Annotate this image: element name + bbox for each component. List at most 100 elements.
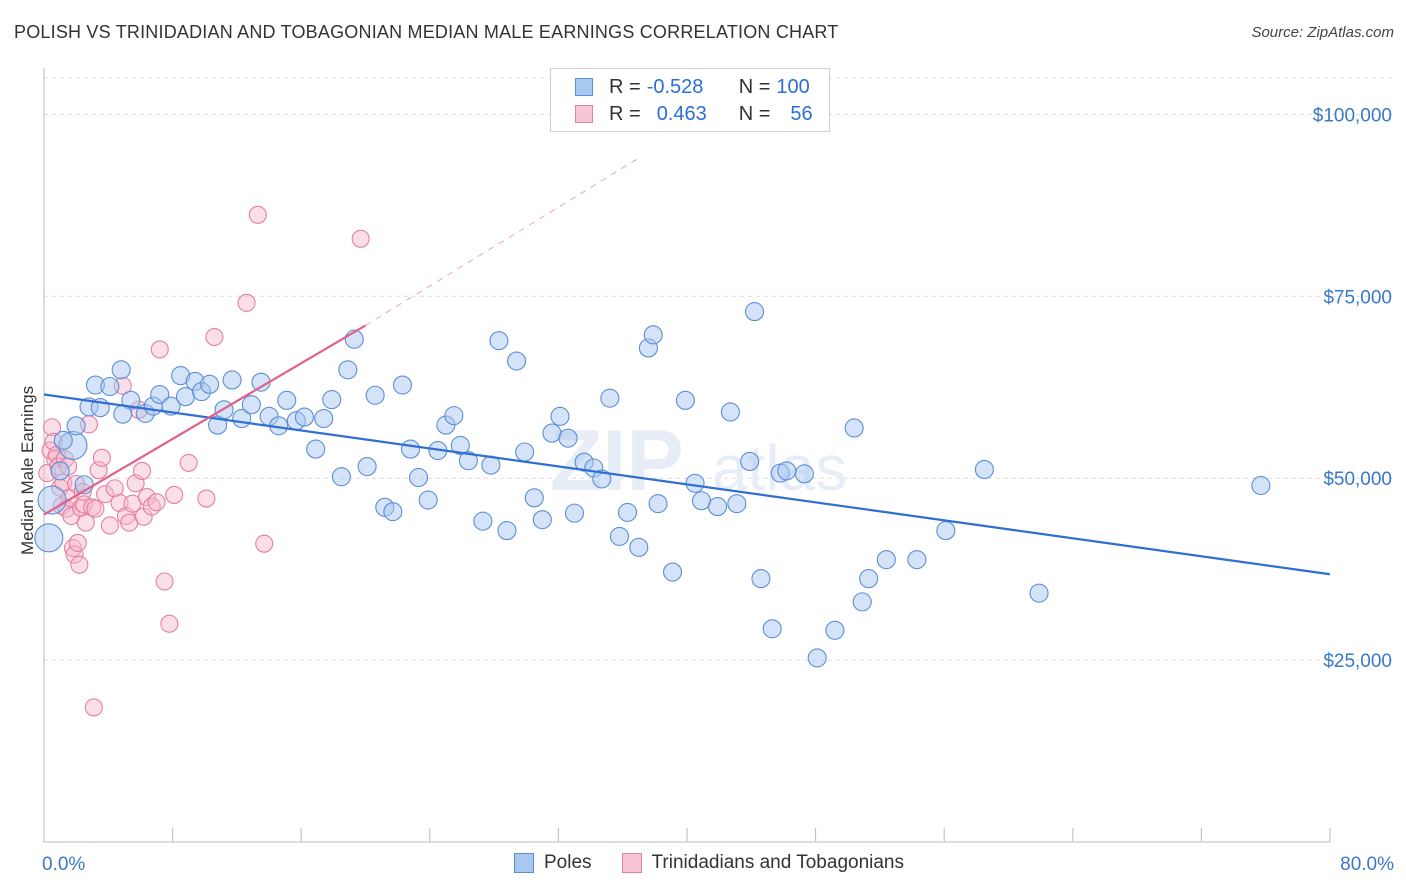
poles-point: [175, 387, 196, 407]
r-value: -0.528: [646, 75, 704, 98]
axes: [43, 68, 1331, 843]
legend-row-poles: R = -0.528 N = 100: [575, 75, 810, 99]
poles-point: [507, 351, 527, 371]
tt-point: [351, 229, 370, 248]
poles-point: [859, 569, 879, 589]
poles-point: [408, 467, 429, 488]
poles-point: [675, 390, 695, 410]
poles-point: [974, 459, 994, 480]
poles-point: [241, 395, 261, 415]
poles-point: [592, 469, 612, 489]
tt-point: [76, 513, 95, 532]
poles-point: [489, 331, 509, 351]
tt-point: [42, 418, 62, 437]
tt-point: [96, 485, 115, 504]
poles-point: [707, 497, 728, 517]
series-trinidadians-points: [38, 205, 370, 717]
correlation-legend: R = -0.528 N = 100 R = 0.463 N = 56: [550, 68, 830, 132]
tt-point: [92, 448, 111, 467]
poles-point: [727, 494, 747, 514]
poles-point: [150, 384, 170, 405]
poles-point: [643, 325, 663, 345]
tt-point: [179, 453, 198, 472]
r-value: 0.463: [656, 102, 707, 125]
poles-legend-label: Poles: [544, 852, 592, 873]
poles-point: [100, 376, 120, 397]
series-legend: Poles Trinidadians and Tobagonians: [514, 852, 934, 874]
poles-point: [564, 503, 585, 523]
poles-trend-line: [43, 393, 1331, 576]
poles-point: [322, 390, 342, 410]
poles-point: [450, 435, 470, 455]
poles-point: [550, 406, 570, 426]
poles-point: [936, 521, 956, 541]
tt-swatch: [575, 105, 593, 123]
poles-point: [473, 511, 493, 531]
y-tick-label: $75,000: [1323, 287, 1392, 308]
tt-trend-extension: [365, 157, 640, 326]
poles-point: [662, 562, 683, 582]
poles-point: [825, 620, 845, 640]
legend-row-tt: R = 0.463 N = 56: [575, 102, 813, 126]
y-axis-title: Median Male Earnings: [18, 386, 37, 555]
poles-point: [34, 523, 64, 553]
poles-point: [383, 502, 403, 522]
poles-point: [66, 416, 86, 436]
x-tick-label: 80.0%: [1340, 854, 1394, 875]
poles-point: [777, 461, 797, 481]
tt-point: [147, 493, 166, 512]
y-tick-label: $100,000: [1313, 105, 1392, 126]
n-label: N =: [738, 102, 771, 125]
poles-point: [53, 430, 73, 450]
poles-point: [844, 418, 864, 438]
tt-point: [84, 698, 103, 717]
x-tick-label: 0.0%: [42, 854, 85, 875]
poles-point: [685, 473, 705, 493]
series-poles-points: [34, 302, 1271, 668]
poles-point: [294, 407, 314, 427]
tt-point: [133, 461, 152, 480]
tt-point: [160, 614, 179, 633]
poles-point: [400, 439, 421, 459]
poles-point: [720, 402, 740, 422]
poles-point: [515, 442, 535, 462]
tt-point: [197, 489, 216, 508]
tt-point: [248, 205, 267, 224]
poles-point: [648, 494, 668, 514]
poles-point: [331, 467, 351, 487]
tt-point: [237, 293, 256, 312]
poles-point: [876, 550, 896, 570]
poles-point: [314, 408, 334, 429]
tt-point: [65, 545, 84, 564]
y-tick-label: $25,000: [1323, 651, 1392, 672]
legend-item-tt: Trinidadians and Tobagonians: [621, 852, 904, 874]
poles-point: [113, 404, 133, 424]
n-label: N =: [738, 75, 771, 98]
y-tick-label: $50,000: [1323, 469, 1392, 490]
tt-point: [70, 555, 89, 574]
n-value: 100: [776, 75, 810, 98]
poles-point: [744, 302, 765, 322]
watermark: ZIP: [550, 413, 684, 509]
poles-point: [306, 439, 326, 459]
tt-point: [83, 498, 102, 517]
poles-point: [609, 526, 630, 546]
poles-point: [277, 390, 297, 410]
poles-point: [907, 550, 927, 570]
legend-item-poles: Poles: [514, 852, 592, 874]
poles-point: [617, 502, 638, 522]
poles-point: [542, 423, 562, 443]
tt-point: [255, 534, 274, 553]
poles-point: [418, 490, 438, 510]
tt-legend-label: Trinidadians and Tobagonians: [651, 852, 904, 873]
poles-point: [338, 360, 358, 380]
poles-point: [532, 510, 552, 530]
poles-point: [600, 388, 620, 408]
poles-point: [200, 374, 220, 394]
poles-point: [558, 428, 578, 448]
poles-point: [357, 456, 377, 477]
poles-point: [629, 537, 649, 557]
poles-point: [807, 648, 827, 668]
source-label: Source: ZipAtlas.com: [1251, 24, 1394, 41]
